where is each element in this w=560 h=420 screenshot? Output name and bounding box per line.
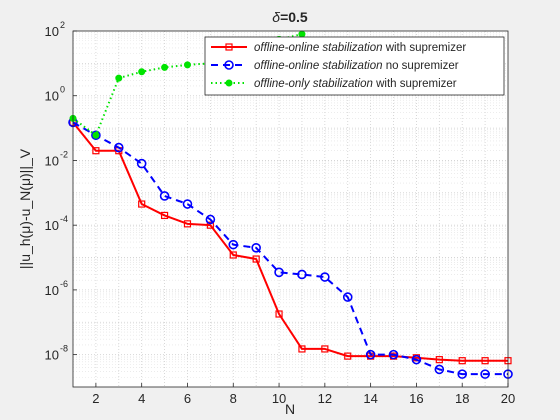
data-point-s3 (138, 68, 146, 76)
data-point-s2 (91, 130, 101, 141)
data-point-s3 (115, 74, 123, 82)
data-point-s1 (298, 345, 306, 353)
data-point-s3 (183, 61, 191, 69)
y-axis-label: ||u_h(μ)-u_N(μ)||_V (17, 148, 33, 269)
legend-label-s2: offline-online stabilization no supremiz… (254, 60, 459, 72)
data-point-s1 (344, 352, 352, 360)
data-point-s3 (161, 63, 169, 71)
data-point-s2 (457, 369, 468, 379)
legend: offline-online stabilization with suprem… (204, 36, 505, 96)
y-tick-label: 10 (45, 283, 59, 298)
data-point-s2 (224, 60, 234, 70)
series-s2 (68, 117, 513, 379)
series-line-s2 (72, 121, 508, 376)
data-point-s3 (298, 30, 306, 38)
legend-box (204, 36, 505, 96)
data-point-s2 (480, 369, 490, 379)
x-tick-label: 18 (455, 391, 469, 406)
y-tick-label: 10 (45, 348, 59, 363)
y-tick-label: 10 (45, 218, 59, 233)
data-point-s1 (275, 310, 283, 318)
x-tick-label: 14 (363, 391, 377, 406)
y-tick-exponent: 2 (60, 20, 65, 30)
y-tick-exponent: 0 (60, 85, 65, 95)
y-tick-exponent: -4 (60, 214, 68, 224)
data-point-s1 (481, 357, 489, 365)
x-tick-label: 8 (230, 391, 237, 406)
data-point-s1 (206, 221, 214, 229)
data-point-s1 (183, 220, 192, 228)
series-line-s1 (72, 121, 508, 362)
legend-label-s1: offline-online stabilization with suprem… (254, 42, 466, 54)
x-tick-label: 10 (272, 391, 286, 406)
data-point-s1 (435, 356, 443, 364)
legend-entry-s1: offline-online stabilization with suprem… (211, 42, 466, 54)
legend-label-s3: offline-only stabilization with supremiz… (254, 78, 457, 90)
data-point-s2 (113, 142, 124, 153)
data-point-s3 (225, 79, 233, 87)
data-point-s1 (225, 43, 233, 51)
grid (73, 31, 508, 387)
data-point-s2 (388, 349, 399, 360)
data-point-s2 (136, 158, 147, 169)
data-point-s2 (342, 292, 353, 302)
y-tick-exponent: -6 (60, 279, 68, 289)
data-point-s2 (434, 364, 445, 375)
data-point-s2 (320, 272, 330, 282)
data-point-s2 (159, 191, 170, 201)
data-point-s3 (92, 131, 100, 139)
data-point-s2 (274, 267, 284, 278)
data-point-s2 (411, 354, 422, 365)
data-point-s1 (138, 200, 146, 208)
y-tick-label: 10 (45, 24, 59, 39)
chart-title: δ=0.5 (272, 9, 308, 25)
x-tick-label: 16 (409, 391, 423, 406)
data-point-s2 (297, 269, 307, 280)
x-tick-label: 6 (184, 391, 191, 406)
data-point-s1 (92, 147, 100, 155)
x-tick-label: 2 (92, 391, 99, 406)
legend-entry-s2: offline-online stabilization no supremiz… (211, 60, 459, 72)
data-point-s1 (252, 255, 260, 263)
y-tick-exponent: -8 (60, 344, 68, 354)
x-tick-label: 12 (318, 391, 332, 406)
data-point-s2 (205, 214, 216, 225)
y-tick-label: 10 (45, 89, 59, 104)
x-tick-label: 4 (138, 391, 145, 406)
data-point-s2 (182, 199, 193, 209)
data-point-s1 (458, 357, 466, 365)
legend-entry-s3: offline-only stabilization with supremiz… (211, 78, 457, 90)
data-point-s2 (228, 239, 239, 250)
data-point-s1 (229, 251, 237, 259)
data-point-s2 (365, 349, 376, 360)
plot-frame (72, 30, 509, 388)
x-axis-label: N (285, 401, 295, 417)
data-point-s2 (251, 243, 261, 253)
y-tick-exponent: -2 (60, 149, 68, 159)
x-tick-label: 20 (501, 391, 515, 406)
data-point-s1 (321, 345, 329, 353)
y-tick-label: 10 (45, 153, 59, 168)
data-point-s1 (160, 211, 169, 220)
